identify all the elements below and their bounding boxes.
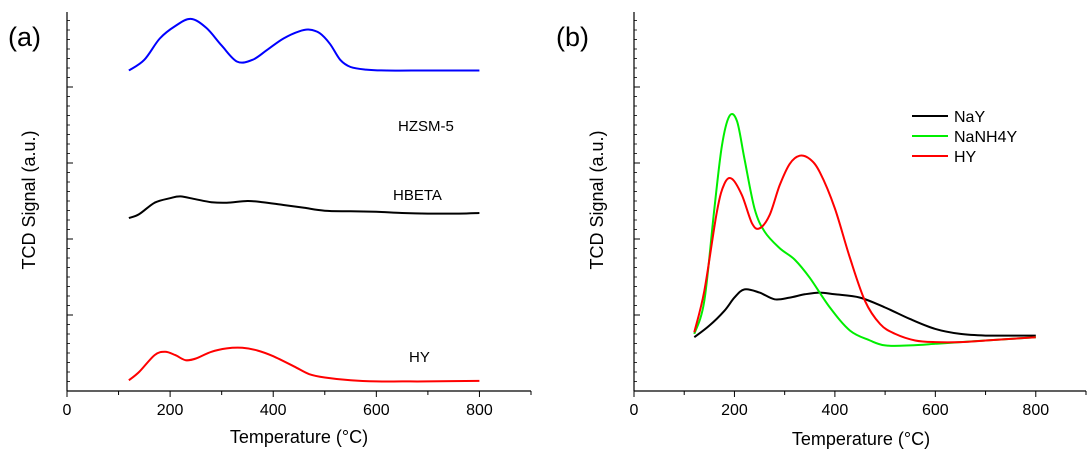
series-line-hy (693, 154, 1036, 344)
panel-a-series-label-hzsm5: HZSM-5 (398, 118, 454, 135)
panel-a-label: (a) (8, 22, 41, 52)
series-line-hbeta (128, 195, 480, 220)
legend-label-nanh4y: NaNH4Y (954, 129, 1017, 146)
panel-a-series-label-hy: HY (409, 349, 430, 366)
x-tick-label: 200 (157, 402, 184, 419)
legend-label-nay: NaY (954, 109, 985, 126)
panel-a-plot-area: 0 200 400 600 800 (63, 12, 532, 419)
panel-b-legend: NaY NaNH4Y HY (912, 109, 1017, 166)
x-tick-label: 400 (822, 402, 849, 419)
x-tick-label: 800 (466, 402, 493, 419)
panel-b-plot-area: 0 200 400 600 800 (630, 12, 1087, 419)
x-tick-label: 600 (363, 402, 390, 419)
x-tick-label: 600 (922, 402, 949, 419)
x-tick-label: 400 (260, 402, 287, 419)
x-tick-label: 0 (630, 402, 639, 419)
panel-b-x-axis-title: Temperature (°C) (792, 429, 930, 449)
series-line-nanh4y (693, 112, 1036, 347)
panel-a-series-label-hbeta: HBETA (393, 187, 442, 204)
x-tick-label: 0 (63, 402, 72, 419)
panel-b: (b) 0 200 400 600 800 Temperature (°C) TCD S… (556, 12, 1087, 449)
legend-label-hy: HY (954, 149, 977, 166)
series-line-nay (693, 288, 1036, 338)
panel-a-y-axis-title: TCD Signal (a.u.) (19, 130, 39, 269)
panel-a-x-axis-title: Temperature (°C) (230, 427, 368, 447)
series-line-hzsm5 (128, 17, 480, 72)
panel-b-y-axis-title: TCD Signal (a.u.) (587, 130, 607, 269)
series-line-hy (128, 346, 480, 383)
x-tick-label: 200 (721, 402, 748, 419)
panel-a: (a) 0 200 400 600 800 Temperature (°C) TCD S… (8, 12, 532, 447)
x-tick-label: 800 (1022, 402, 1049, 419)
panel-b-label: (b) (556, 22, 589, 52)
